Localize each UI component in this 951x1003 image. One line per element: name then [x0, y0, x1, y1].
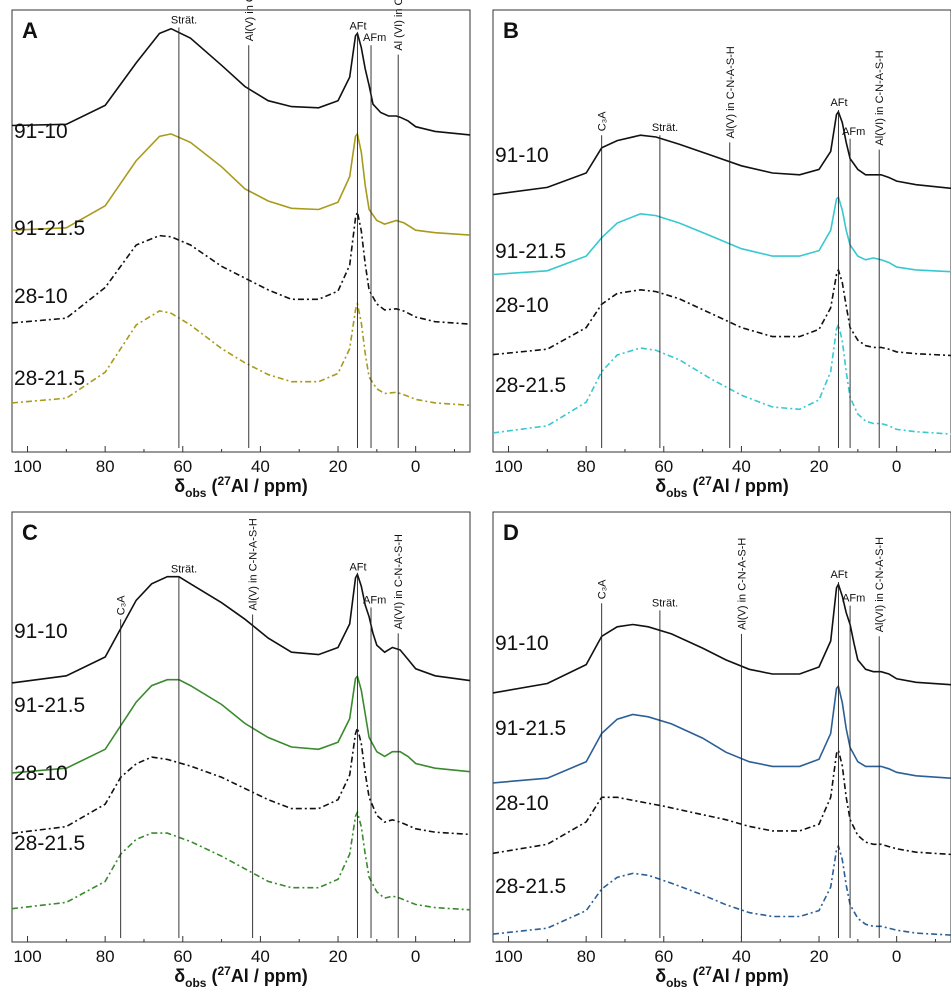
panel-C: C 91-10 91-21.5 28-10 28-21.5 C₃A Strät. Al(V) …: [11, 511, 471, 990]
x-tick-label: 20: [329, 947, 348, 966]
marker-label: Strät.: [171, 564, 197, 576]
series-label: 28-10: [495, 294, 549, 317]
marker-label: AFm: [842, 126, 865, 138]
x-tick-label: 80: [577, 947, 596, 966]
marker-label: AFt: [349, 561, 366, 573]
series-label: 91-10: [495, 144, 549, 167]
panel-frame: [11, 9, 471, 453]
x-tick-label: 80: [577, 457, 596, 476]
panel-frame: [492, 511, 951, 943]
x-tick-label: 100: [13, 947, 41, 966]
series-line-91-21.5: [11, 132, 471, 236]
x-axis-label: δobs (27Al / ppm): [174, 964, 308, 990]
series-label: 91-21.5: [495, 717, 566, 740]
series-line-28-21.5: [11, 809, 471, 911]
x-tick-label: 60: [173, 947, 192, 966]
x-tick-label: 40: [251, 457, 270, 476]
marker-label: Al(VI) in C-N-A-S-H: [393, 534, 405, 629]
series-line-91-10: [492, 582, 951, 694]
marker-label: C₃A: [597, 579, 609, 599]
marker-label: Al(VI) in C-N-A-S-H: [874, 50, 886, 145]
x-tick-label: 100: [494, 947, 522, 966]
series-line-28-10: [11, 208, 471, 325]
series-label: 91-10: [14, 120, 68, 143]
marker-label: C₃A: [597, 111, 609, 131]
panel-letter: B: [503, 18, 519, 43]
marker-label: Al(VI) in C-N-A-S-H: [874, 537, 886, 632]
series-line-28-10: [492, 267, 951, 357]
panel-letter: C: [22, 520, 38, 545]
series-line-91-10: [11, 572, 471, 684]
marker-label: Al(V) in C-N-A-S-H: [725, 46, 737, 138]
x-tick-label: 60: [654, 947, 673, 966]
marker-label: AFt: [830, 569, 847, 581]
panel-letter: D: [503, 520, 519, 545]
panel-D: D 91-10 91-21.5 28-10 28-21.5 C₃A Strät. Al(V) …: [492, 511, 951, 990]
x-tick-label: 0: [411, 947, 420, 966]
marker-label: Al(V) in C-N-A-S-H: [736, 538, 748, 630]
marker-label: C₃A: [116, 595, 128, 615]
series-line-91-21.5: [11, 674, 471, 774]
series-line-28-21.5: [492, 843, 951, 936]
x-tick-label: 80: [96, 947, 115, 966]
x-tick-label: 60: [173, 457, 192, 476]
series-label: 91-21.5: [14, 694, 85, 717]
x-tick-label: 0: [892, 457, 901, 476]
marker-label: AFt: [830, 97, 847, 109]
panel-frame: [492, 9, 951, 453]
series-line-91-21.5: [492, 195, 951, 276]
marker-label: Al (VI) in C-N-A-S-H: [393, 0, 405, 51]
series-label: 28-10: [495, 792, 549, 815]
series-label: 28-21.5: [14, 367, 85, 390]
x-tick-label: 40: [732, 457, 751, 476]
marker-label: Strät.: [652, 122, 678, 134]
x-tick-label: 20: [810, 947, 829, 966]
marker-label: Al(V) in C-N-A-S-H: [248, 518, 260, 610]
series-label: 28-10: [14, 762, 68, 785]
marker-label: AFm: [363, 32, 386, 44]
marker-label: Strät.: [171, 15, 197, 27]
series-label: 91-21.5: [495, 240, 566, 263]
marker-label: AFt: [349, 20, 366, 32]
panel-frame: [11, 511, 471, 943]
x-tick-label: 100: [13, 457, 41, 476]
marker-label: Al(V) in C-N-A-S-H: [244, 0, 256, 41]
panel-A: A 91-10 91-21.5 28-10 28-21.5 Strät. Al(V) in …: [11, 0, 471, 500]
series-line-91-21.5: [492, 684, 951, 784]
series-line-91-10: [492, 110, 951, 196]
series-label: 28-21.5: [495, 374, 566, 397]
marker-label: Strät.: [652, 597, 678, 609]
series-line-28-21.5: [492, 321, 951, 435]
series-label: 91-10: [495, 632, 549, 655]
series-label: 91-21.5: [14, 217, 85, 240]
marker-label: AFm: [842, 593, 865, 605]
panel-B: B 91-10 91-21.5 28-10 28-21.5 C₃A Strät. Al(V) …: [492, 9, 951, 500]
x-tick-label: 20: [810, 457, 829, 476]
panel-letter: A: [22, 18, 38, 43]
series-label: 28-21.5: [495, 875, 566, 898]
x-tick-label: 80: [96, 457, 115, 476]
x-tick-label: 0: [892, 947, 901, 966]
x-tick-label: 40: [251, 947, 270, 966]
x-tick-label: 100: [494, 457, 522, 476]
x-tick-label: 0: [411, 457, 420, 476]
series-line-28-10: [11, 725, 471, 836]
x-tick-label: 20: [329, 457, 348, 476]
series-label: 91-10: [14, 620, 68, 643]
series-line-28-10: [492, 748, 951, 856]
x-axis-label: δobs (27Al / ppm): [655, 474, 789, 500]
x-tick-label: 40: [732, 947, 751, 966]
x-axis-label: δobs (27Al / ppm): [174, 474, 308, 500]
marker-label: AFm: [363, 594, 386, 606]
x-tick-label: 60: [654, 457, 673, 476]
series-label: 28-21.5: [14, 832, 85, 855]
series-line-28-21.5: [11, 300, 471, 407]
x-axis-label: δobs (27Al / ppm): [655, 964, 789, 990]
series-label: 28-10: [14, 285, 68, 308]
